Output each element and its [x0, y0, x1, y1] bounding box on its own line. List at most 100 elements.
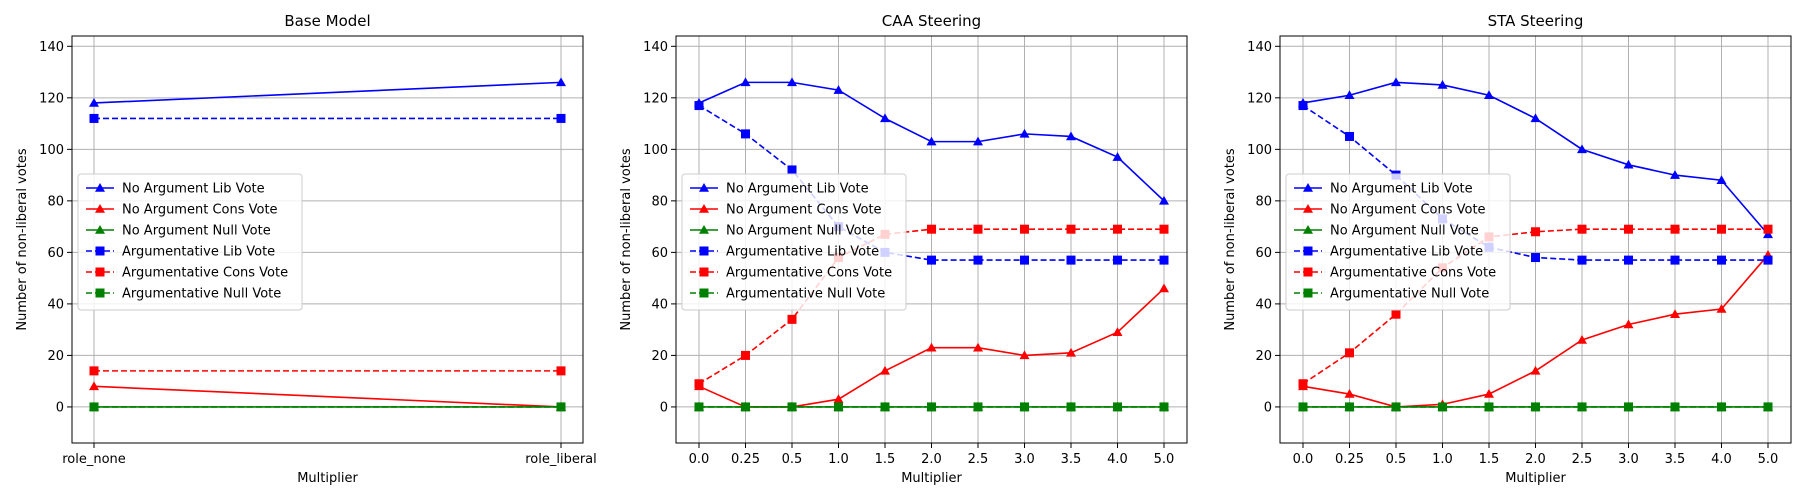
legend-marker: [699, 246, 709, 256]
data-point: [1484, 402, 1494, 412]
data-point: [973, 342, 983, 352]
data-point: [927, 255, 936, 265]
data-point: [741, 350, 750, 360]
legend-entry: Argumentative Null Vote: [1330, 287, 1489, 302]
legend-box: [681, 173, 907, 311]
series-no-argument-lib-vote: [89, 77, 566, 107]
x-axis-label: Multiplier: [297, 471, 358, 486]
legend-entry: No Argument Null Vote: [726, 224, 875, 239]
x-tick-label: 0.25: [1335, 452, 1364, 467]
data-point: [1066, 224, 1076, 234]
data-point: [1344, 90, 1355, 99]
series-argumentative-null-vote: [694, 402, 1169, 412]
y-tick-label: 20: [47, 349, 64, 364]
data-point: [1298, 402, 1308, 412]
series-line: [93, 385, 562, 408]
legend-marker: [95, 183, 105, 192]
y-tick-label: 120: [1247, 91, 1272, 106]
legend-entry: No Argument Cons Vote: [726, 203, 882, 218]
legend-marker: [1303, 225, 1313, 234]
data-point: [89, 381, 99, 391]
y-tick-label: 60: [651, 246, 668, 261]
data-point: [1530, 113, 1541, 123]
data-point: [926, 136, 937, 146]
y-tick-label: 0: [1264, 400, 1272, 415]
y-tick-label: 60: [1255, 246, 1272, 261]
data-point: [880, 402, 890, 412]
data-point: [973, 402, 983, 412]
series-argumentative-cons-vote: [89, 366, 566, 376]
y-tick-label: 100: [643, 143, 668, 158]
x-tick-label: 1.5: [1479, 452, 1500, 467]
data-point: [1670, 309, 1680, 318]
data-point: [1113, 224, 1122, 234]
data-point: [1437, 79, 1448, 89]
data-point: [1438, 402, 1447, 412]
data-point: [1531, 227, 1540, 237]
data-point: [833, 394, 844, 403]
y-tick-label: 80: [651, 194, 668, 209]
data-point: [694, 402, 704, 412]
legend-entry: Argumentative Cons Vote: [726, 266, 892, 281]
series-argumentative-lib-vote: [89, 113, 566, 123]
data-point: [1345, 402, 1354, 412]
legend-marker: [699, 204, 709, 213]
legend-marker: [1303, 183, 1313, 192]
data-point: [880, 365, 890, 375]
x-tick-label: 3.0: [1014, 452, 1035, 467]
legend: No Argument Lib Vote No Argument Cons Vot…: [1285, 173, 1511, 311]
x-tick-label: role_liberal: [525, 452, 597, 467]
legend-entry: Argumentative Cons Vote: [122, 266, 288, 281]
series-argumentative-null-vote: [1298, 402, 1773, 412]
data-point: [1298, 379, 1308, 389]
data-point: [1716, 304, 1727, 313]
y-tick-label: 80: [47, 194, 64, 209]
data-point: [1624, 402, 1633, 412]
data-point: [1577, 144, 1587, 154]
x-tick-label: 0.0: [689, 452, 710, 467]
data-point: [89, 97, 99, 107]
data-point: [1577, 334, 1587, 344]
data-point: [1020, 402, 1029, 412]
x-axis-label: Multiplier: [1505, 471, 1566, 486]
data-point: [1763, 402, 1773, 412]
data-point: [1623, 319, 1634, 329]
data-point: [1717, 402, 1726, 412]
data-point: [1577, 224, 1587, 234]
legend-marker: [95, 267, 105, 277]
data-point: [1113, 402, 1122, 412]
x-tick-label: 2.5: [1572, 452, 1593, 467]
data-point: [787, 314, 797, 324]
legend-entry: Argumentative Null Vote: [122, 287, 281, 302]
x-tick-label: 1.0: [828, 452, 849, 467]
legend-box: [77, 173, 303, 311]
data-point: [787, 402, 797, 412]
x-tick-label: 4.0: [1711, 452, 1732, 467]
legend-marker: [1303, 204, 1313, 213]
data-point: [1670, 224, 1680, 234]
legend-entry: Argumentative Lib Vote: [726, 245, 879, 260]
x-tick-label: 1.5: [875, 452, 896, 467]
series-argumentative-null-vote: [89, 402, 566, 412]
y-tick-label: 0: [660, 400, 668, 415]
chart-title: STA Steering: [1488, 12, 1584, 30]
data-point: [1113, 255, 1122, 265]
data-point: [1344, 389, 1355, 398]
data-point: [1391, 402, 1401, 412]
legend-marker: [699, 183, 709, 192]
data-point: [89, 113, 99, 123]
data-point: [556, 402, 566, 412]
x-tick-label: 0.25: [731, 452, 760, 467]
x-tick-label: 0.0: [1293, 452, 1314, 467]
legend-entry: No Argument Lib Vote: [726, 182, 869, 197]
data-point: [89, 366, 99, 376]
data-point: [1391, 77, 1401, 87]
y-tick-label: 100: [39, 143, 64, 158]
data-point: [1763, 229, 1773, 239]
chart-title: Base Model: [284, 12, 370, 30]
data-point: [1624, 224, 1633, 234]
data-point: [1670, 402, 1680, 412]
data-point: [694, 379, 704, 389]
data-point: [556, 113, 566, 123]
legend-marker: [1303, 288, 1313, 298]
